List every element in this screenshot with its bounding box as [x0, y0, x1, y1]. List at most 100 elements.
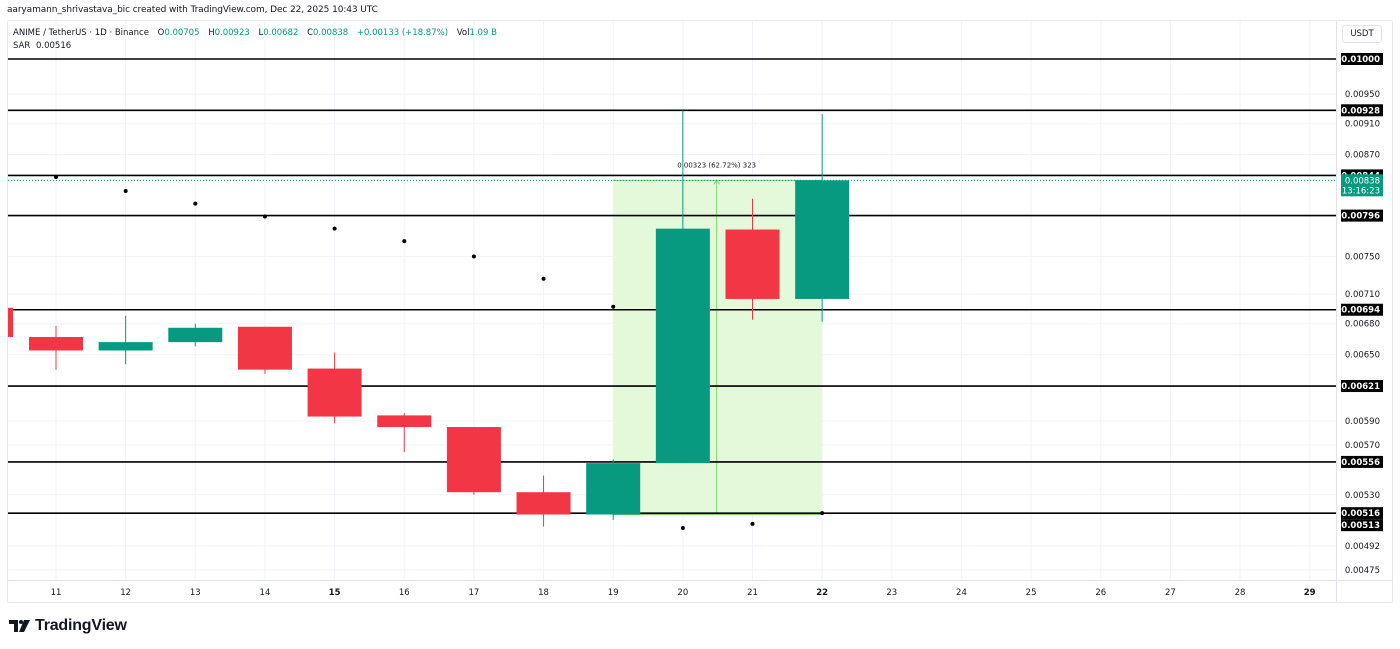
- close-label: C: [307, 28, 314, 38]
- price-line-tag: 0.00796: [1341, 209, 1383, 222]
- chart-frame[interactable]: [7, 20, 1393, 603]
- price-line-tag: 0.00621: [1341, 380, 1383, 393]
- time-tick: 22: [816, 588, 828, 598]
- candle[interactable]: [586, 459, 641, 520]
- time-tick: 16: [399, 588, 410, 598]
- time-tick: 24: [956, 588, 967, 598]
- time-tick: 19: [608, 588, 619, 598]
- price-tick: 0.00710: [1345, 290, 1380, 300]
- price-tick: 0.00650: [1345, 351, 1380, 361]
- tradingview-logo[interactable]: TradingView: [9, 617, 127, 635]
- time-tick: 18: [538, 588, 549, 598]
- price-line-tag: 0.00928: [1341, 104, 1383, 117]
- time-tick: 26: [1095, 588, 1106, 598]
- sar-dot: [123, 189, 128, 194]
- time-tick: 15: [329, 588, 341, 598]
- time-tick: 28: [1235, 588, 1246, 598]
- svg-text:13:16:23: 13:16:23: [1342, 186, 1380, 196]
- svg-text:0.00516: 0.00516: [1341, 509, 1380, 519]
- tradingview-logo-text: TradingView: [35, 617, 127, 634]
- high-label: H: [208, 28, 215, 38]
- svg-text:0.00513: 0.00513: [1341, 521, 1380, 531]
- ohlc-row: ANIME / TetherUS · 1D · Binance O0.00705…: [13, 27, 497, 40]
- svg-text:0.00556: 0.00556: [1341, 458, 1380, 468]
- sar-dot: [54, 175, 58, 180]
- candles: [8, 110, 850, 527]
- sar-dot: [332, 226, 337, 231]
- sar-dot: [820, 511, 825, 516]
- svg-text:0.00621: 0.00621: [1341, 382, 1380, 392]
- high-value: 0.00923: [214, 28, 250, 38]
- price-tick: 0.00570: [1345, 441, 1380, 451]
- sar-dot: [680, 525, 685, 530]
- change-value: +0.00133 (+18.87%): [356, 28, 449, 38]
- svg-text:0.00694: 0.00694: [1341, 306, 1380, 316]
- sar-dot: [750, 521, 755, 526]
- candle[interactable]: [307, 352, 362, 424]
- candle[interactable]: [237, 326, 292, 374]
- indicator-row[interactable]: SAR 0.00516: [13, 40, 497, 53]
- time-tick: 14: [260, 588, 271, 598]
- price-tick: 0.00680: [1345, 320, 1380, 330]
- time-axis[interactable]: 11 12 13 14 15 16 17 18 19 20 21 22 23 24 25 26 27 28 29: [51, 588, 1316, 598]
- price-tick: 0.00750: [1345, 252, 1380, 262]
- candle[interactable]: [98, 315, 153, 365]
- sar-dot: [402, 239, 407, 244]
- volume-value: 1.09 B: [469, 28, 497, 38]
- price-line-tag: 0.00556: [1341, 455, 1383, 468]
- sar-dot: [611, 304, 616, 309]
- symbol-label[interactable]: ANIME / TetherUS · 1D · Binance: [13, 28, 149, 38]
- time-tick: 25: [1026, 588, 1037, 598]
- open-label: O: [157, 28, 165, 38]
- time-tick: 27: [1165, 588, 1176, 598]
- range-measure-label: 0.00323 (62.72%) 323: [677, 161, 756, 169]
- candle[interactable]: [446, 427, 501, 495]
- candle[interactable]: [516, 475, 571, 527]
- price-tick: 0.00492: [1345, 542, 1380, 552]
- time-tick: 11: [51, 588, 62, 598]
- price-axis[interactable]: 0.00950 0.00910 0.00870 0.00750 0.00710 0.006…: [1341, 53, 1383, 576]
- sar-dot: [541, 276, 546, 281]
- chart-legend: ANIME / TetherUS · 1D · Binance O0.00705…: [13, 27, 497, 53]
- tradingview-logo-icon: [9, 620, 30, 632]
- svg-text:0.00838: 0.00838: [1345, 176, 1380, 186]
- time-tick: 17: [468, 588, 479, 598]
- sar-dot: [193, 201, 198, 206]
- time-tick: 21: [747, 588, 758, 598]
- time-tick: 12: [120, 588, 131, 598]
- candle[interactable]: [377, 413, 432, 453]
- candle[interactable]: [725, 198, 780, 320]
- svg-text:0.00796: 0.00796: [1341, 212, 1380, 222]
- price-tick: 0.00950: [1345, 90, 1380, 100]
- currency-button[interactable]: USDT: [1342, 25, 1382, 43]
- low-value: 0.00682: [263, 28, 299, 38]
- svg-text:0.01000: 0.01000: [1341, 55, 1380, 65]
- candle[interactable]: [795, 114, 850, 322]
- svg-text:0.00928: 0.00928: [1341, 106, 1380, 116]
- attribution-text: aaryamann_shrivastava_bic created with T…: [7, 5, 378, 15]
- price-tick: 0.00475: [1345, 566, 1380, 576]
- price-tick: 0.00530: [1345, 491, 1380, 501]
- low-label: L: [258, 28, 264, 38]
- price-line-tag: 0.00516: [1341, 507, 1383, 520]
- candle[interactable]: [655, 110, 710, 464]
- candle[interactable]: [8, 307, 13, 337]
- sar-indicator: [54, 175, 825, 530]
- close-value: 0.00838: [313, 28, 349, 38]
- price-line-tag: 0.00694: [1341, 303, 1383, 316]
- price-tick: 0.00870: [1345, 151, 1380, 161]
- sar-label: SAR: [13, 41, 31, 51]
- sar-value: 0.00516: [35, 41, 72, 51]
- time-tick: 23: [886, 588, 897, 598]
- sar-dot: [471, 254, 476, 259]
- price-line-tag: 0.00513: [1341, 519, 1383, 532]
- time-tick: 20: [677, 588, 688, 598]
- volume-label: Vol: [456, 28, 470, 38]
- time-tick: 29: [1304, 588, 1316, 598]
- candle[interactable]: [29, 325, 83, 370]
- candle[interactable]: [168, 323, 223, 347]
- range-measure[interactable]: 0.00323 (62.72%) 323: [613, 161, 823, 516]
- price-tick: 0.00590: [1345, 417, 1380, 427]
